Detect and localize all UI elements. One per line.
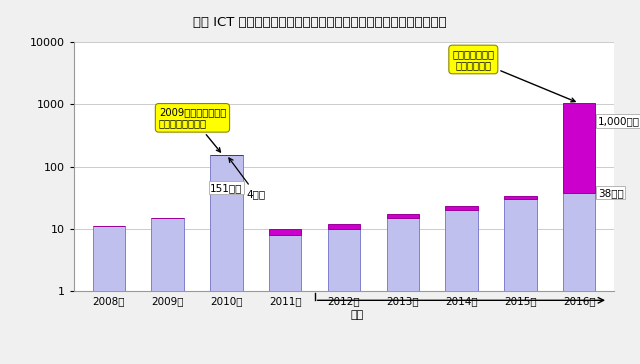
Bar (504, 199, 536, 364)
Bar (445, 210, 477, 364)
Bar (328, 224, 360, 229)
Text: 38億円: 38億円 (598, 188, 624, 198)
Bar (328, 229, 360, 364)
Bar (93, 226, 125, 364)
Bar (152, 218, 184, 364)
Text: 教育 ICT ハードウエアの市場規模推移と予測（日本、単位：億円）: 教育 ICT ハードウエアの市場規模推移と予測（日本、単位：億円） (193, 16, 447, 29)
Text: 予測: 予測 (351, 310, 364, 320)
Bar (387, 218, 419, 364)
Text: デジタル教科書
本格導入開始: デジタル教科書 本格導入開始 (452, 49, 575, 102)
Bar (563, 193, 595, 364)
Bar (211, 155, 243, 364)
Bar (387, 214, 419, 218)
Bar (269, 235, 301, 364)
Bar (445, 206, 477, 210)
Text: 1,000億円: 1,000億円 (598, 116, 640, 126)
Text: 4億円: 4億円 (229, 158, 266, 199)
Bar (504, 196, 536, 199)
Bar (269, 229, 301, 235)
Text: 2009年度補正予算で
電子黒板大量導入: 2009年度補正予算で 電子黒板大量導入 (159, 107, 226, 152)
Text: 151億円: 151億円 (211, 183, 243, 193)
Bar (563, 103, 595, 193)
